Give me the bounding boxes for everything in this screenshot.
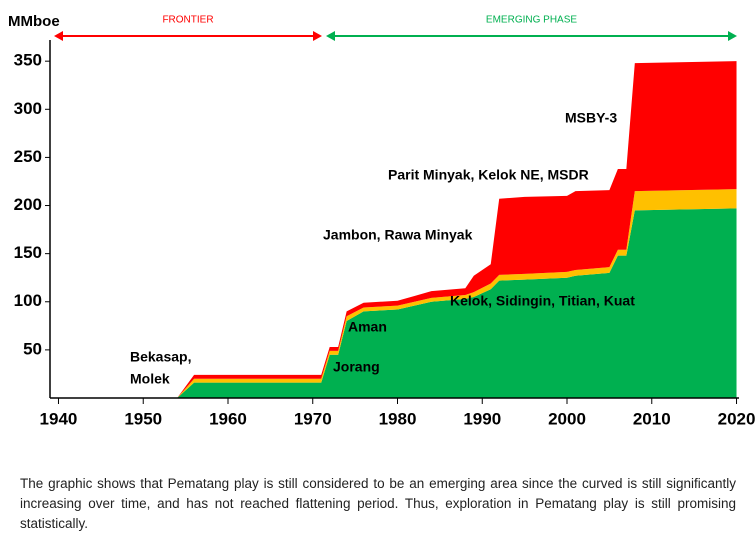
annotation: Aman [348,319,387,335]
phase-label: EMERGING PHASE [486,15,577,26]
y-tick-label: 100 [14,291,42,310]
y-tick-label: 250 [14,147,42,166]
annotation: Bekasap, [130,349,191,365]
y-axis-label: MMboe [8,13,60,30]
y-tick-label: 150 [14,243,42,262]
arrow-head [313,31,322,41]
x-tick-label: 1950 [124,409,162,428]
x-tick-label: 2000 [548,409,586,428]
y-tick-label: 50 [23,339,42,358]
area [177,208,737,398]
x-tick-label: 1980 [379,409,417,428]
arrow-head [54,31,63,41]
annotation: Jorang [333,359,380,375]
annotation: Molek [130,371,170,387]
y-tick-label: 350 [14,51,42,70]
y-tick-label: 200 [14,195,42,214]
annotation: Jambon, Rawa Minyak [323,227,473,243]
arrow-head [326,31,335,41]
area [177,61,737,398]
arrow-head [728,31,737,41]
x-tick-label: 1940 [40,409,78,428]
phase-label: FRONTIER [162,15,213,26]
x-tick-label: 2010 [633,409,671,428]
x-tick-label: 2020 [718,409,756,428]
x-tick-label: 1990 [463,409,501,428]
x-tick-label: 1960 [209,409,247,428]
annotation: MSBY-3 [565,110,617,126]
y-tick-label: 300 [14,99,42,118]
annotation: Kelok, Sidingin, Titian, Kuat [450,293,635,309]
chart: MMboe 50 100 150 200 250 300 350 1940 1950 1960 19… [8,13,756,429]
x-tick-label: 1970 [294,409,332,428]
caption: The graphic shows that Pematang play is … [20,476,736,531]
annotation: Parit Minyak, Kelok NE, MSDR [388,167,589,183]
